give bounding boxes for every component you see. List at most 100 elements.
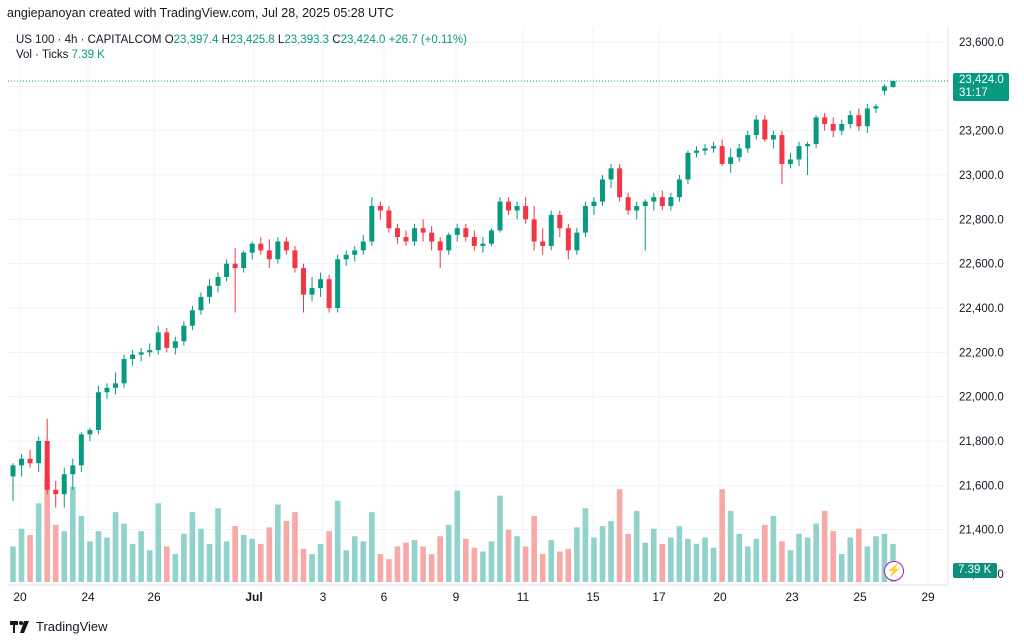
candle	[506, 197, 512, 215]
volume-bar	[275, 504, 281, 582]
candle	[685, 150, 691, 184]
candle	[531, 206, 537, 251]
candle	[719, 139, 725, 167]
candle	[292, 245, 298, 273]
volume-bar	[403, 542, 409, 582]
volume-bar	[266, 527, 273, 582]
volume-bar	[838, 554, 845, 582]
candle	[335, 254, 341, 313]
volume-bar	[95, 531, 102, 582]
volume-bar	[531, 515, 537, 582]
candle	[377, 201, 383, 220]
volume-bar	[659, 543, 666, 582]
volume-bar	[326, 531, 332, 582]
volume-bar	[881, 533, 888, 582]
volume-bar	[608, 521, 614, 582]
volume-bar	[804, 537, 811, 582]
volume-bar	[471, 547, 478, 582]
volume-bar	[317, 543, 324, 582]
volume-bar	[369, 512, 375, 582]
volume-bar	[685, 538, 691, 582]
volume-bar	[18, 528, 25, 582]
candle	[87, 427, 93, 441]
candle	[787, 152, 793, 169]
y-tick-label: 22,800.0	[959, 214, 1004, 226]
volume-bar	[642, 542, 649, 582]
candle	[591, 197, 597, 215]
volume-bar	[87, 541, 93, 582]
volume-bar	[488, 541, 495, 582]
volume-bar	[693, 543, 700, 582]
candle	[343, 250, 349, 266]
candle	[283, 237, 289, 255]
y-tick-label: 21,800.0	[959, 436, 1004, 448]
candle	[326, 274, 332, 313]
volume-bar	[574, 527, 580, 582]
last-volume-tag: 7.39 K	[953, 563, 997, 578]
candle	[830, 117, 836, 138]
candle	[113, 372, 119, 395]
x-tick-label: 29	[921, 590, 935, 604]
volume-bar	[206, 543, 213, 582]
volume-bar	[582, 508, 589, 582]
volume-label: Vol · Ticks	[16, 49, 69, 61]
volume-bar	[744, 546, 751, 582]
open-value: 23,397.4	[173, 34, 219, 46]
volume-bar	[198, 528, 204, 582]
volume-bar	[633, 510, 640, 582]
candle	[300, 263, 306, 313]
last-price: 23,424.0	[959, 74, 1004, 86]
candle	[44, 418, 50, 495]
x-tick-label: 3	[320, 590, 327, 604]
volume-legend[interactable]: Vol · Ticks 7.39 K	[16, 49, 105, 61]
candle	[275, 237, 281, 264]
candle	[352, 245, 358, 262]
volume-bar	[283, 521, 290, 582]
volume-bar	[454, 490, 461, 582]
volume-bar	[215, 508, 221, 582]
volume-bar	[257, 543, 264, 582]
candle	[642, 199, 648, 251]
candle	[318, 272, 324, 297]
volume-bar	[172, 554, 179, 582]
candle	[386, 206, 392, 233]
candle	[796, 141, 802, 167]
candle	[736, 143, 742, 162]
volume-bar	[873, 536, 879, 582]
volume-bar	[104, 537, 110, 582]
y-tick-label: 21,400.0	[959, 525, 1004, 537]
volume-bar	[240, 535, 247, 582]
candle	[617, 163, 623, 202]
volume-bar	[78, 515, 85, 582]
volume-bar	[514, 536, 520, 582]
candle	[762, 115, 768, 142]
tradingview-brand[interactable]: TradingView	[10, 619, 108, 634]
x-tick-label: 25	[853, 590, 867, 604]
volume-bar	[787, 550, 794, 582]
volume-bar	[539, 554, 546, 582]
volume-bar	[343, 550, 350, 582]
volume-bar	[779, 541, 785, 582]
volume-bar	[719, 489, 725, 582]
candle	[232, 248, 238, 313]
lightning-icon[interactable]: ⚡	[884, 561, 904, 581]
candle	[369, 197, 375, 246]
candle	[625, 192, 631, 215]
x-tick-label: 11	[517, 590, 530, 604]
candle	[471, 230, 477, 251]
volume-bar	[796, 533, 802, 582]
x-tick-label: 6	[381, 590, 388, 604]
candle	[463, 223, 469, 242]
candle	[839, 119, 845, 136]
high-value: 23,425.8	[229, 34, 275, 46]
volume-bar	[668, 537, 674, 582]
candle	[61, 467, 67, 508]
low-label: L	[277, 34, 285, 46]
volume-bar	[813, 523, 819, 582]
volume-bar	[70, 486, 76, 582]
x-tick-label: 20	[713, 590, 727, 604]
symbol-legend[interactable]: US 100 · 4h · CAPITALCOM O23,397.4 H23,4…	[16, 34, 467, 46]
volume-bar	[411, 540, 418, 582]
candle	[565, 223, 571, 260]
